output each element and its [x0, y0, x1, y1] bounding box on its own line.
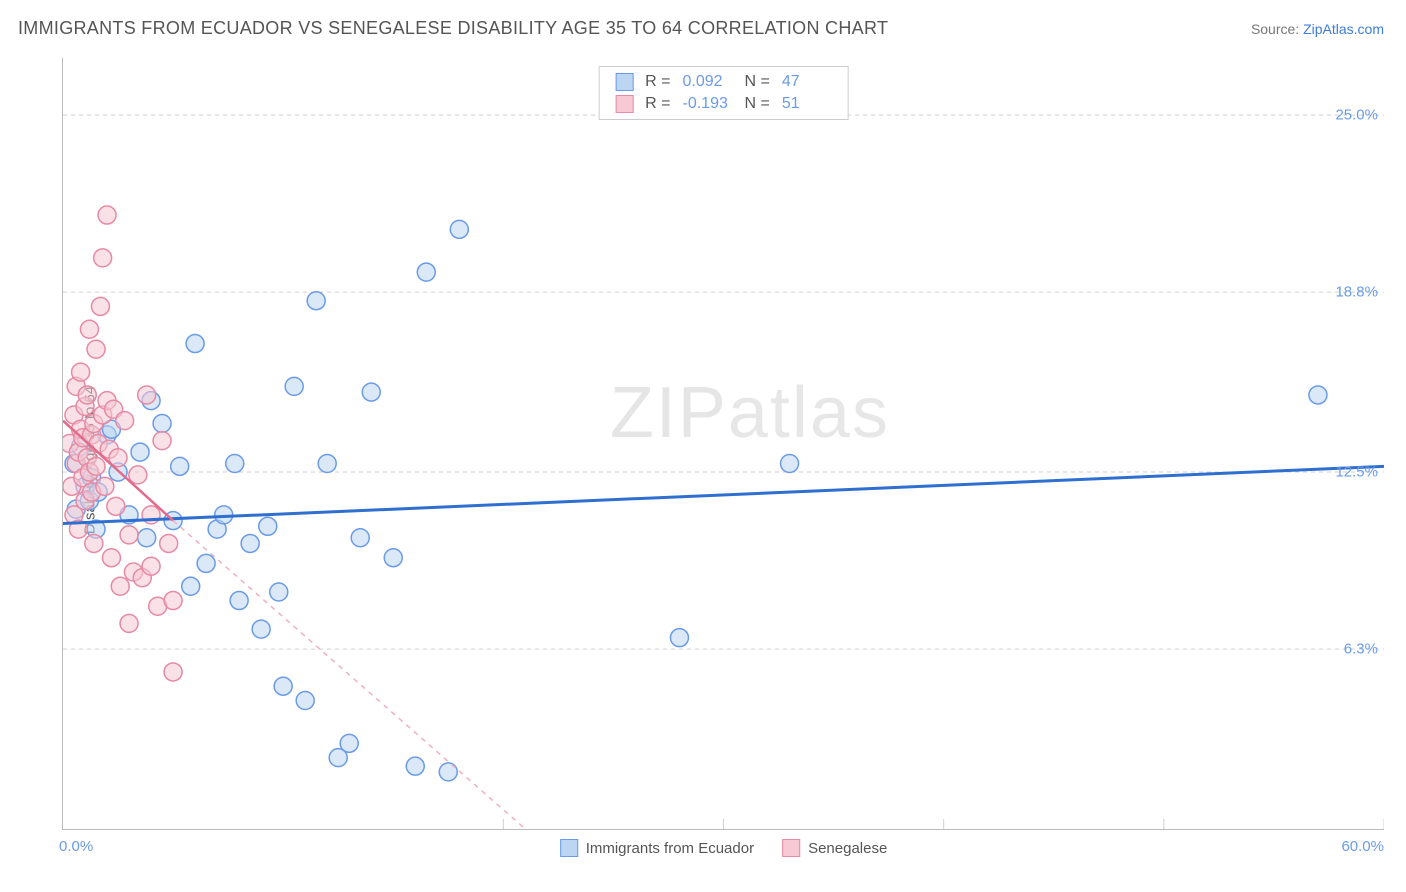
n-label-1: N = [745, 95, 770, 113]
header: IMMIGRANTS FROM ECUADOR VS SENEGALESE DI… [0, 0, 1406, 39]
plot-svg [63, 58, 1384, 829]
r-value-0: 0.092 [683, 73, 733, 91]
legend-label-senegalese: Senegalese [808, 840, 887, 857]
legend-label-ecuador: Immigrants from Ecuador [586, 840, 754, 857]
r-label-0: R = [645, 73, 670, 91]
r-label-1: R = [645, 95, 670, 113]
chart-title: IMMIGRANTS FROM ECUADOR VS SENEGALESE DI… [18, 18, 888, 39]
y-tick-label: 25.0% [1335, 107, 1378, 124]
r-value-1: -0.193 [683, 95, 733, 113]
plot-region: 6.3%12.5%18.8%25.0% 0.0% 60.0% Immigrant… [62, 58, 1384, 830]
swatch-senegalese-small [615, 95, 633, 113]
swatch-ecuador-small [615, 73, 633, 91]
chart-area: Disability Age 35 to 64 6.3%12.5%18.8%25… [18, 50, 1384, 870]
swatch-senegalese [782, 839, 800, 857]
source-link[interactable]: ZipAtlas.com [1303, 21, 1384, 37]
series-legend: Immigrants from Ecuador Senegalese [560, 839, 888, 857]
n-label-0: N = [745, 73, 770, 91]
x-min-label: 0.0% [59, 838, 93, 855]
n-value-0: 47 [782, 73, 832, 91]
legend-item-senegalese: Senegalese [782, 839, 887, 857]
source-attribution: Source: ZipAtlas.com [1251, 21, 1384, 37]
legend-item-ecuador: Immigrants from Ecuador [560, 839, 754, 857]
y-tick-label: 12.5% [1335, 464, 1378, 481]
correlation-legend: R = 0.092 N = 47 R = -0.193 N = 51 [598, 66, 849, 120]
y-tick-label: 6.3% [1344, 641, 1378, 658]
y-tick-label: 18.8% [1335, 284, 1378, 301]
chart-container: IMMIGRANTS FROM ECUADOR VS SENEGALESE DI… [0, 0, 1406, 892]
x-max-label: 60.0% [1341, 838, 1384, 855]
swatch-ecuador [560, 839, 578, 857]
n-value-1: 51 [782, 95, 832, 113]
